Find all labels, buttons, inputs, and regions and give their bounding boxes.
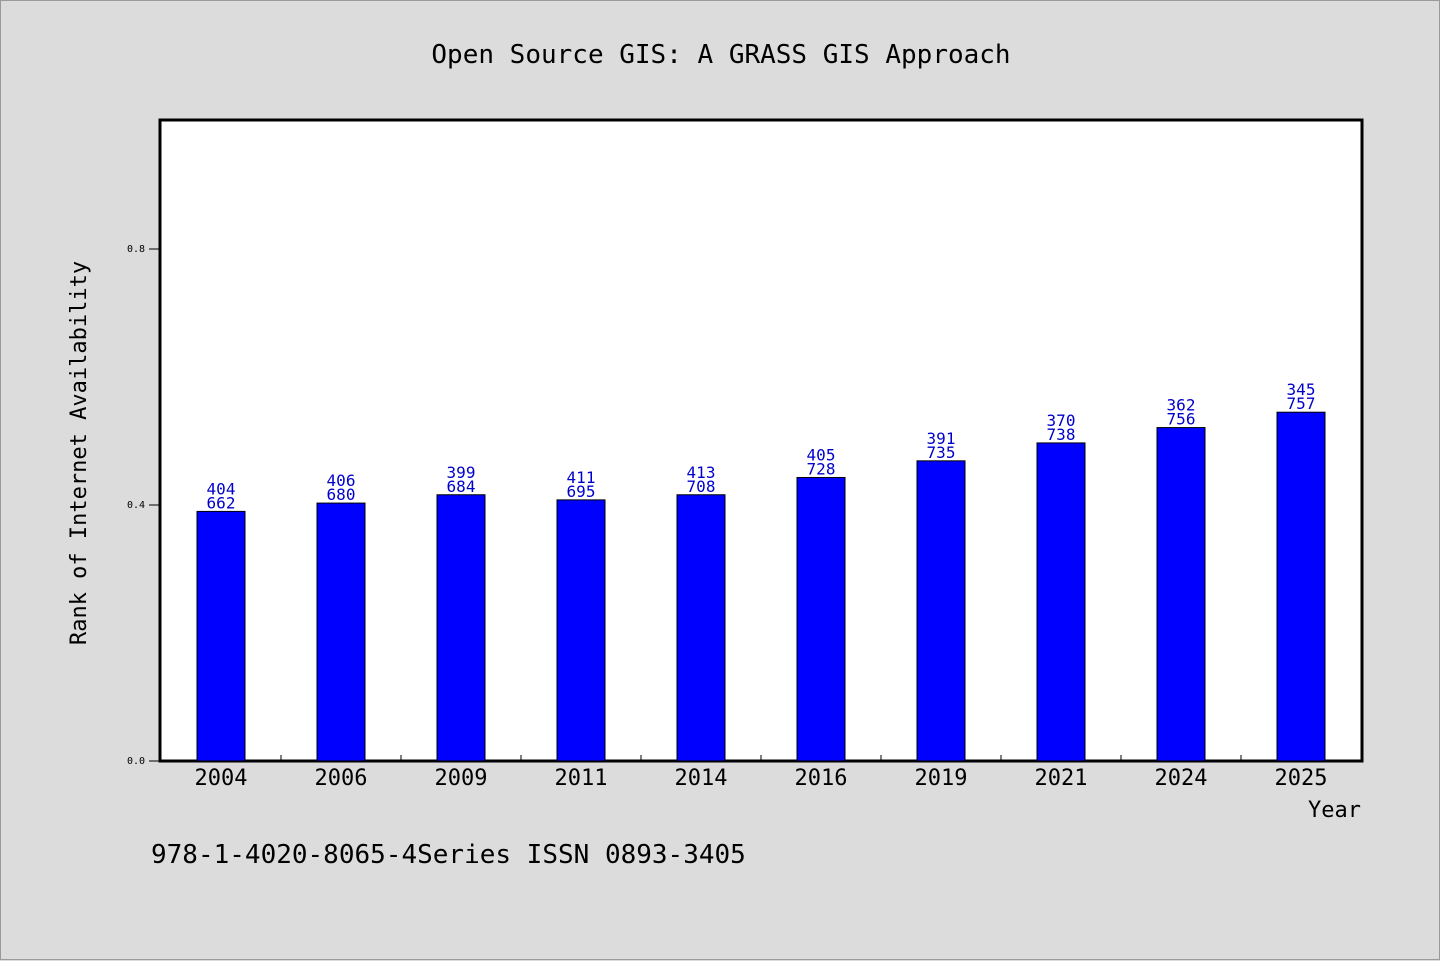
data-label-bottom: 757 xyxy=(1287,394,1316,413)
data-label-top: 413 xyxy=(687,463,716,482)
x-tick-label: 2014 xyxy=(675,766,728,791)
y-axis: 0.0 0.4 0.8 xyxy=(127,244,161,767)
footer-isbn-text: 978-1-4020-8065-4Series ISSN 0893-3405 xyxy=(151,840,746,870)
data-label-bottom: 695 xyxy=(567,482,596,501)
bar-2011 xyxy=(556,499,606,762)
x-tick-label: 2004 xyxy=(195,766,248,791)
bar-2025 xyxy=(1276,411,1326,762)
y-tick-label: 0.4 xyxy=(127,500,145,511)
x-tick-label: 2009 xyxy=(435,766,488,791)
bar-2019 xyxy=(916,460,966,762)
chart-title: Open Source GIS: A GRASS GIS Approach xyxy=(431,40,1010,70)
x-tick-label: 2021 xyxy=(1035,766,1088,791)
data-label-top: 391 xyxy=(927,429,956,448)
y-tick-label: 0.8 xyxy=(127,244,145,255)
bar-2009 xyxy=(436,494,486,762)
data-label-bottom: 738 xyxy=(1047,425,1076,444)
bar-2006 xyxy=(316,502,366,762)
x-tick-label: 2025 xyxy=(1275,766,1328,791)
bar-2004 xyxy=(196,510,246,762)
data-label-bottom: 756 xyxy=(1167,410,1196,429)
data-label-bottom: 680 xyxy=(327,485,356,504)
bar-2021 xyxy=(1036,442,1086,762)
x-tick-label: 2016 xyxy=(795,766,848,791)
x-tick-label: 2011 xyxy=(555,766,608,791)
y-axis-label: Rank of Internet Availability xyxy=(67,261,92,645)
data-label-top: 399 xyxy=(447,463,476,482)
data-label-top: 345 xyxy=(1287,380,1316,399)
data-label-top: 404 xyxy=(207,479,236,498)
data-label-bottom: 735 xyxy=(927,443,956,462)
data-label-bottom: 728 xyxy=(807,459,836,478)
bar-2014 xyxy=(676,494,726,762)
data-label-bottom: 708 xyxy=(687,477,716,496)
x-tick-label: 2019 xyxy=(915,766,968,791)
y-tick-label: 0.0 xyxy=(127,756,145,767)
bar-2016 xyxy=(796,476,846,762)
x-tick-label: 2024 xyxy=(1155,766,1208,791)
bar-2024 xyxy=(1156,427,1206,762)
x-tick-label: 2006 xyxy=(315,766,368,791)
data-label-bottom: 684 xyxy=(447,477,476,496)
data-label-top: 411 xyxy=(567,468,596,487)
data-label-top: 362 xyxy=(1167,396,1196,415)
data-label-top: 370 xyxy=(1047,411,1076,430)
x-axis-label: Year xyxy=(1308,798,1361,823)
data-label-top: 406 xyxy=(327,471,356,490)
bars-group xyxy=(196,411,1326,762)
data-label-top: 405 xyxy=(807,445,836,464)
data-label-bottom: 662 xyxy=(207,493,236,512)
x-axis: 2004 2006 2009 2011 2014 2016 2019 2021 2024 2025 xyxy=(195,755,1328,791)
